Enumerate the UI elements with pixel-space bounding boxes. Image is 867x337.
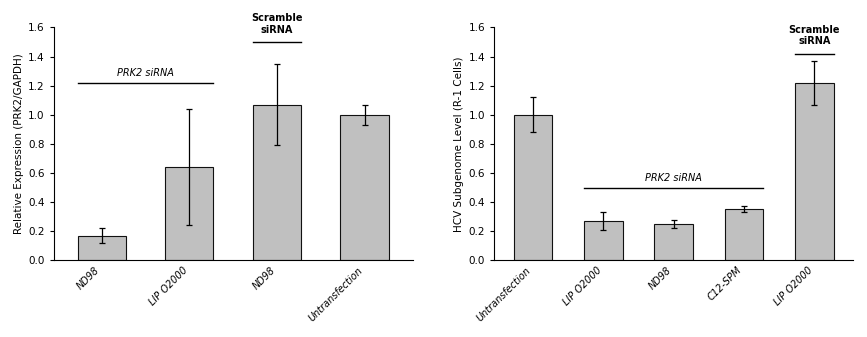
Bar xyxy=(78,236,126,261)
Bar xyxy=(513,115,552,261)
Text: PRK2 siRNA: PRK2 siRNA xyxy=(117,68,174,78)
Text: PRK2 siRNA: PRK2 siRNA xyxy=(645,173,702,183)
Bar xyxy=(253,104,301,261)
Y-axis label: Relative Expression (PRK2/GAPDH): Relative Expression (PRK2/GAPDH) xyxy=(14,54,24,234)
Bar xyxy=(795,83,834,261)
Bar xyxy=(341,115,388,261)
Text: Scramble
siRNA: Scramble siRNA xyxy=(789,25,840,46)
Text: Scramble
siRNA: Scramble siRNA xyxy=(251,13,303,35)
Bar xyxy=(655,224,693,261)
Bar xyxy=(166,167,213,261)
Y-axis label: HCV Subgenome Level (R-1 Cells): HCV Subgenome Level (R-1 Cells) xyxy=(454,56,465,232)
Bar xyxy=(583,221,623,261)
Bar xyxy=(725,209,763,261)
